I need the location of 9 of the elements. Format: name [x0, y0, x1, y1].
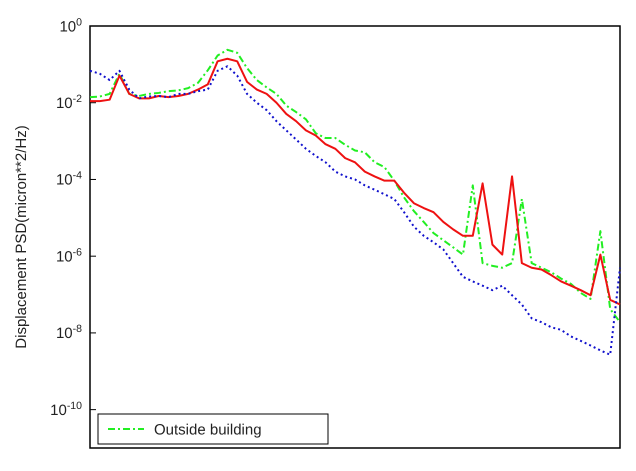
- y-tick-label: 10$^{-4}$: [56, 170, 82, 189]
- y-tick-label: 10$^{-8}$: [56, 323, 82, 342]
- y-tick-label: 10$^{0}$: [59, 16, 82, 36]
- y-tick-label: 10$^{-2}$: [56, 92, 82, 112]
- line-series: [89, 65, 621, 356]
- y-tick-label: 10$^{-10}$: [50, 400, 82, 419]
- y-tick-label: 10$^{-6}$: [56, 246, 82, 266]
- legend-label: Outside building: [154, 421, 262, 438]
- y-axis-title: Displacement PSD(micron**2/Hz): [13, 125, 30, 349]
